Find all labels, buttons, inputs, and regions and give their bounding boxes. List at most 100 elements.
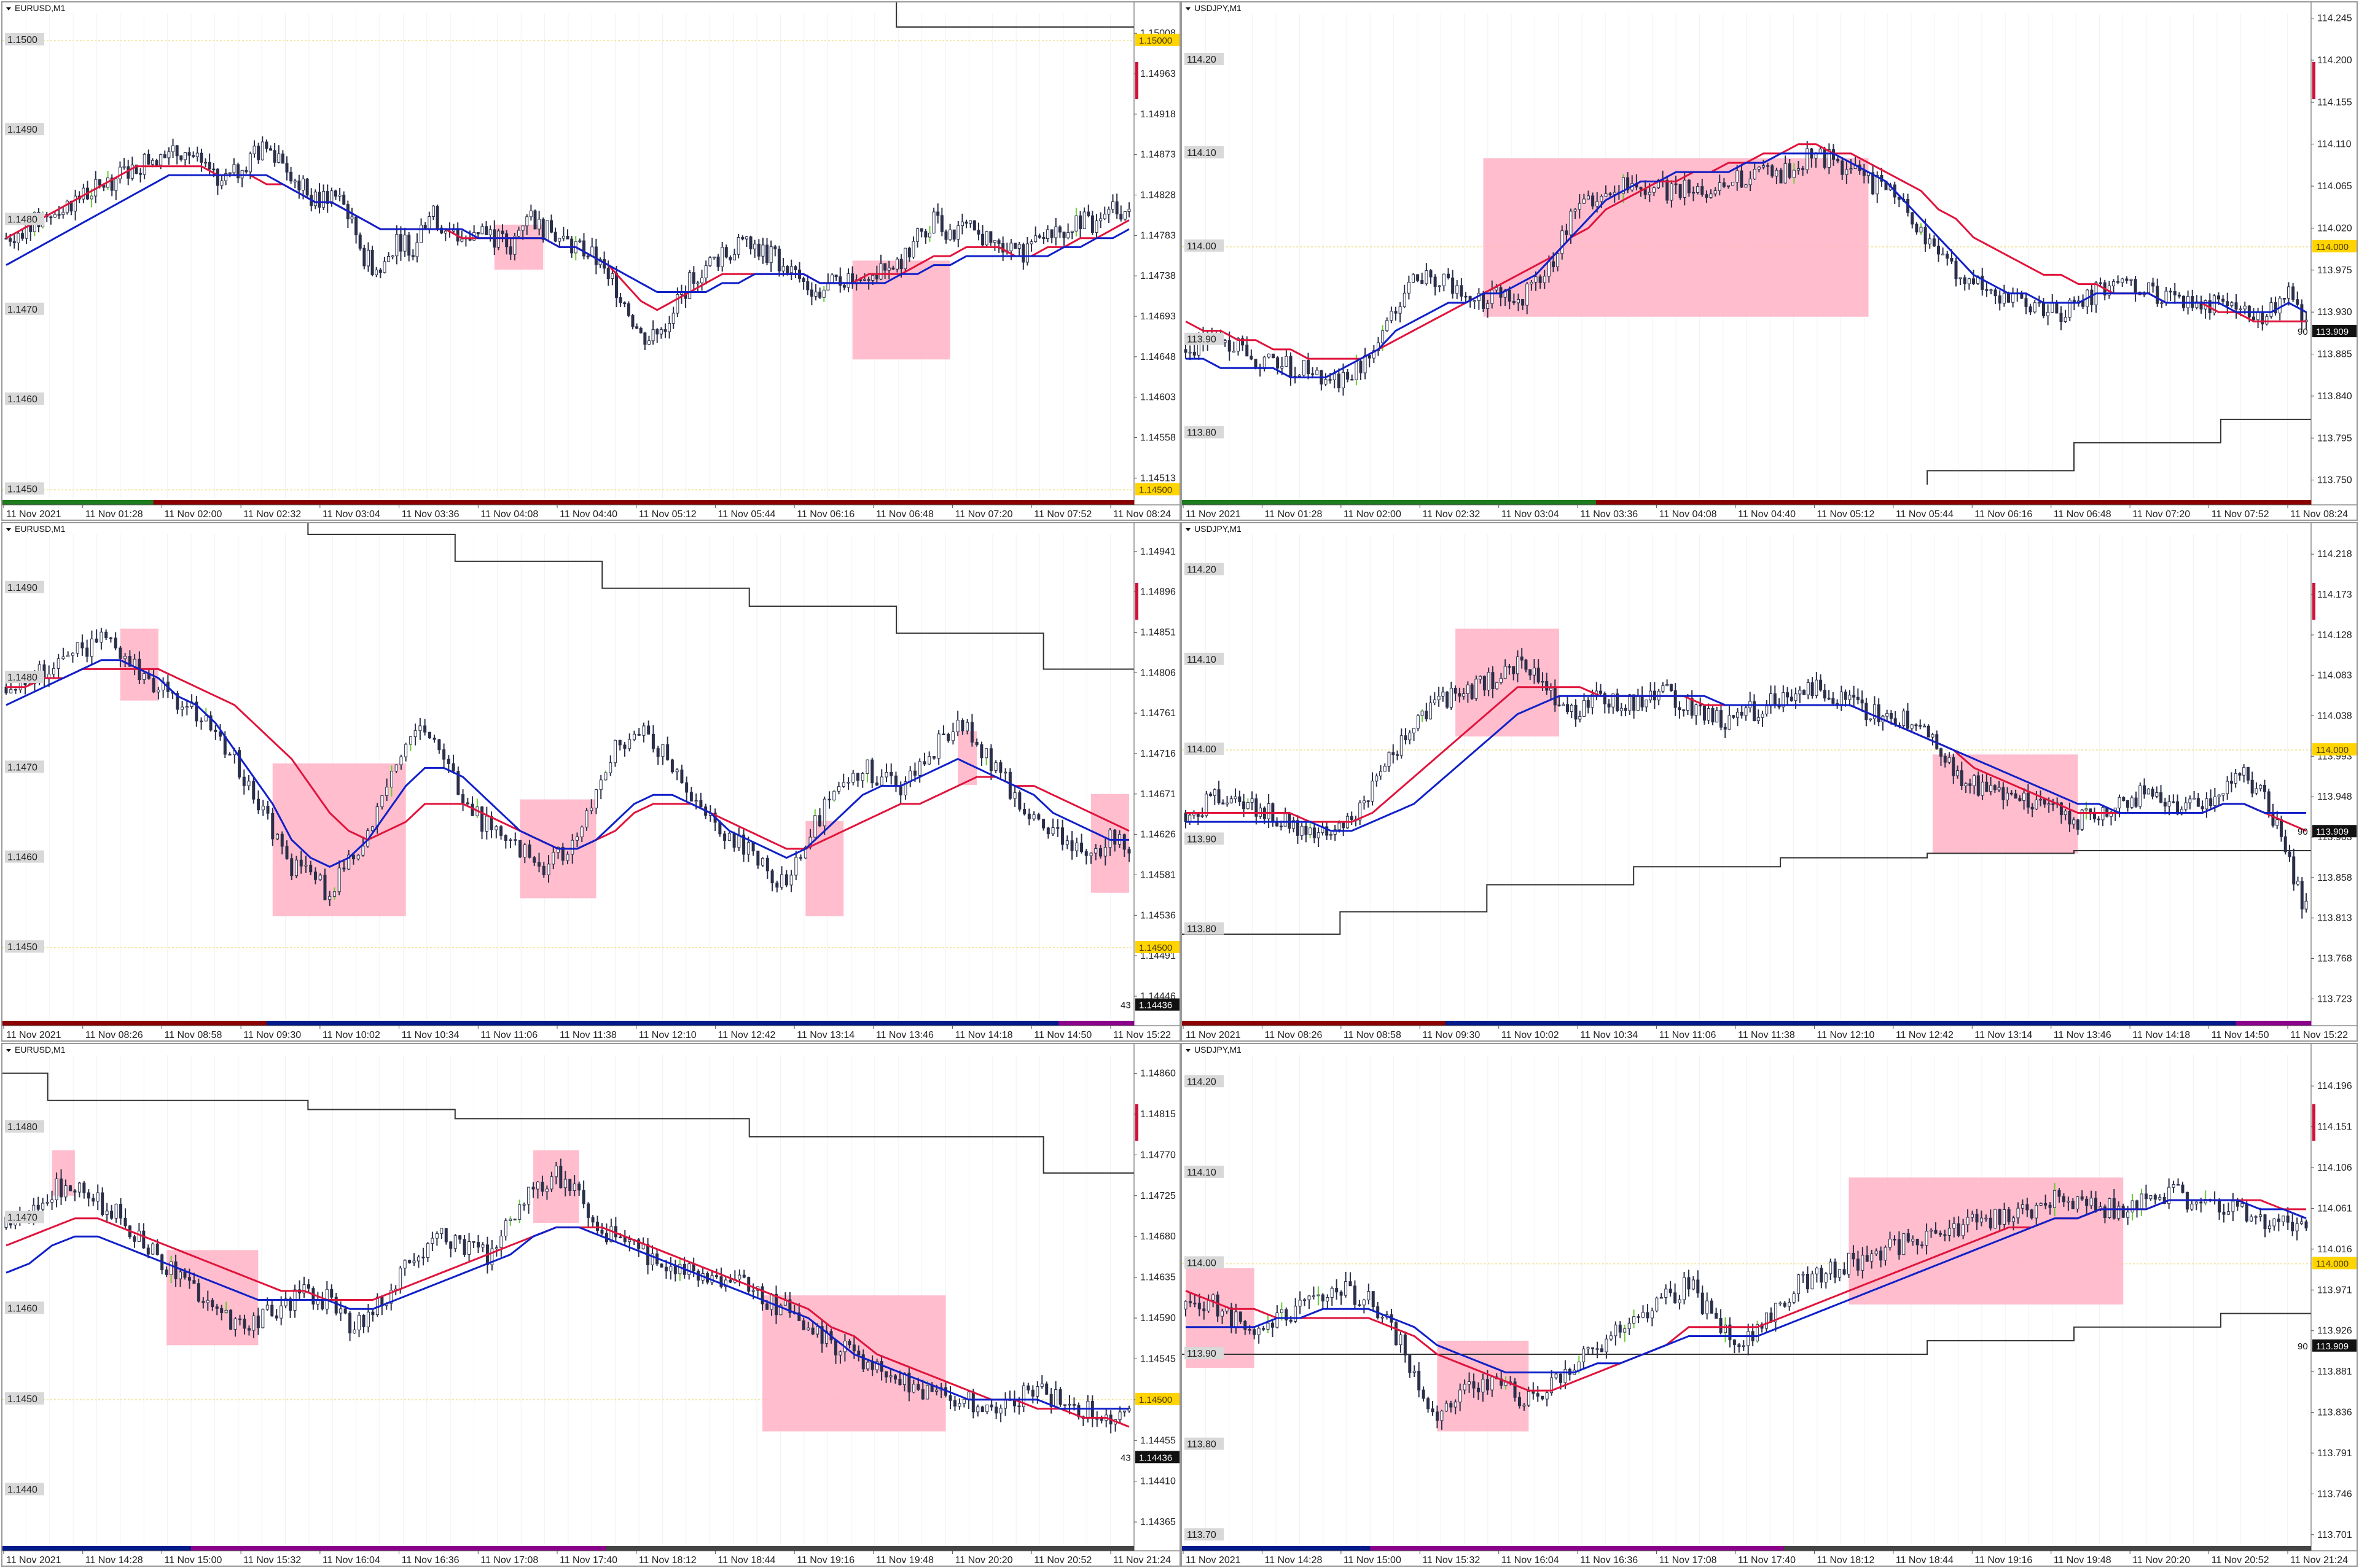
candle [1516,650,1519,683]
candle [591,1215,595,1227]
candle [2014,789,2017,799]
candle-body [1946,253,1949,259]
candle [76,642,79,657]
candle-body [1836,158,1840,162]
candle [228,752,232,756]
candle-body [804,846,807,859]
candle [2121,278,2124,287]
candle-body [252,146,256,154]
candle-body [463,1239,466,1255]
candle [1407,275,1410,300]
candle-body [575,837,579,841]
candle-body [192,1280,196,1284]
spread-label: 43 [1121,1000,1131,1011]
candle [1915,222,1919,235]
candle-body [2051,302,2054,313]
price-tick-label: 1.14860 [1140,1069,1176,1079]
candle-body [1262,356,1266,369]
chart-svg[interactable]: EURUSD,M11.14901.14801.14701.14601.14501… [2,523,1181,1042]
candle-body [1508,666,1511,668]
last-price-bg [2312,325,2357,338]
moving-average-blue [1186,695,2306,832]
candle-body [1652,187,1656,193]
candle-body [2014,793,2017,799]
candle [407,232,411,262]
chart-svg[interactable]: EURUSD,M11.15001.14901.14801.14701.14601… [2,2,1181,521]
chart-pane-usdjpy-3[interactable]: USDJPY,M1 114.20 114.10 114.00 113.90 113.80 1… [1181,1043,2358,1567]
candle-body [337,867,341,892]
candle [554,1161,558,1185]
candle [1985,773,1989,792]
candle [989,231,993,246]
candle [1425,703,1428,722]
chart-svg[interactable]: USDJPY,M1114.20114.10114.00113.90113.801… [1182,1044,2358,1567]
chart-pane-usdjpy-2[interactable]: USDJPY,M1 114.20 114.10 114.00 113.90 113.80 1… [1181,522,2358,1042]
chart-pane-eurusd-3[interactable]: EURUSD,M1 1.1480 1.1470 1.1460 1.1450 1.1440 1… [1,1043,1181,1567]
candle-body [559,1166,563,1188]
candle [885,1371,888,1383]
candle [342,860,346,872]
candle-body [928,756,931,765]
candle [12,233,16,249]
candle-body [1770,165,1774,177]
candle [680,764,684,784]
chart-pane-usdjpy-1[interactable]: USDJPY,M1 114.20 114.10 114.00 113.90 113.80 1… [1181,1,2358,521]
candle [2209,789,2213,809]
candle-body [1476,1387,1480,1392]
candle-body [2129,279,2133,281]
candle [2188,795,2192,809]
candle-body [411,255,415,257]
candle-body [1831,698,1835,704]
candle-body [2099,282,2102,284]
chart-svg[interactable]: USDJPY,M1114.20114.10114.00113.90113.801… [1182,2,2358,521]
candle-body [921,1389,925,1400]
candle [1420,272,1424,284]
candle-body [200,152,203,163]
candle-body [1312,827,1316,838]
candle-body [1967,278,1971,284]
candle-body [1200,815,1204,817]
time-tick-label: 11 Nov 17:40 [560,1555,617,1566]
candle [660,1263,663,1268]
chart-pane-eurusd-2[interactable]: EURUSD,M1 1.1490 1.1480 1.1470 1.1460 1.1450 1… [1,522,1181,1042]
candle [2156,278,2159,307]
candle-body [2250,779,2254,794]
candle-body [1674,183,1678,185]
candle-body [531,1187,535,1190]
candle-body [811,1327,815,1335]
candle-body [444,230,447,234]
price-tick-label: 1.14545 [1140,1354,1176,1364]
time-tick-label: 11 Nov 12:42 [1896,1030,1954,1040]
candle-body [1790,696,1793,701]
candle-body [981,233,985,246]
candle-body [2282,298,2286,300]
candle [1599,684,1603,696]
candle-body [1582,198,1586,204]
candle-body [420,225,423,243]
chart-pane-eurusd-1[interactable]: EURUSD,M1 1.1500 1.1490 1.1480 1.1470 1.1460 1… [1,1,1181,521]
candle-body [1711,708,1715,723]
candle-body [1665,179,1669,201]
candle-body [1619,708,1623,711]
price-tick-label: 1.14513 [1140,473,1176,483]
time-tick-label: 11 Nov 13:14 [797,1030,855,1040]
candle [647,335,651,345]
candle [678,1257,682,1281]
candle-body [442,749,446,760]
candle [563,1171,567,1197]
candle [737,233,740,259]
candle-body [237,164,240,179]
candle-body [247,1328,251,1331]
candle-body [1482,292,1485,309]
candle [2022,788,2026,810]
chart-svg[interactable]: USDJPY,M1114.20114.10114.00113.90113.801… [1182,523,2358,1042]
chart-svg[interactable]: EURUSD,M11.14801.14701.14601.14501.14401… [2,1044,1181,1567]
candle-body [1119,214,1123,220]
candle [176,690,179,714]
level-label-text: 1.1440 [7,1484,37,1495]
session-segment [1708,1021,1747,1026]
candle-body [110,1211,114,1219]
candle [1993,784,1997,793]
candle [55,1172,58,1207]
session-segment [417,1546,456,1551]
